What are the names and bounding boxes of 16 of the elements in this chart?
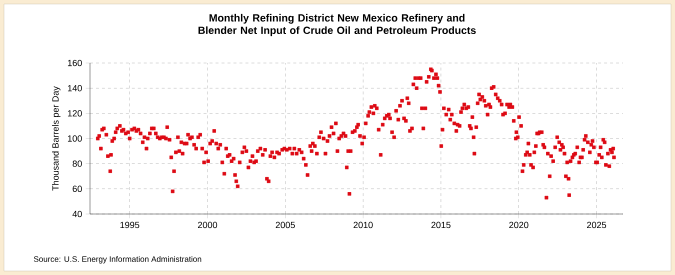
x-tick-label: 1995 <box>120 222 140 228</box>
y-tick-label: 140 <box>68 84 82 92</box>
y-tick-label: 60 <box>72 186 82 192</box>
y-tick-label: 40 <box>72 210 82 218</box>
x-tick-label: 2015 <box>431 222 451 228</box>
x-tick-label: 2020 <box>509 222 528 228</box>
x-tick-label: 2010 <box>354 222 373 228</box>
y-tick-label: 80 <box>72 160 82 167</box>
x-tick-label: 2005 <box>276 222 295 228</box>
x-tick-label: 2000 <box>198 222 218 228</box>
y-tick-label: 160 <box>68 60 82 66</box>
y-tick-label: 100 <box>68 135 82 142</box>
y-axis-title: Thousand Barrels per Day <box>52 86 60 191</box>
y-tick-label: 120 <box>68 110 82 117</box>
chart-title: Monthly Refining District New Mexico Refinery and Blender Net Input of Crude Oil and Petroleum Products <box>198 14 476 36</box>
x-tick-label: 2025 <box>587 222 606 228</box>
